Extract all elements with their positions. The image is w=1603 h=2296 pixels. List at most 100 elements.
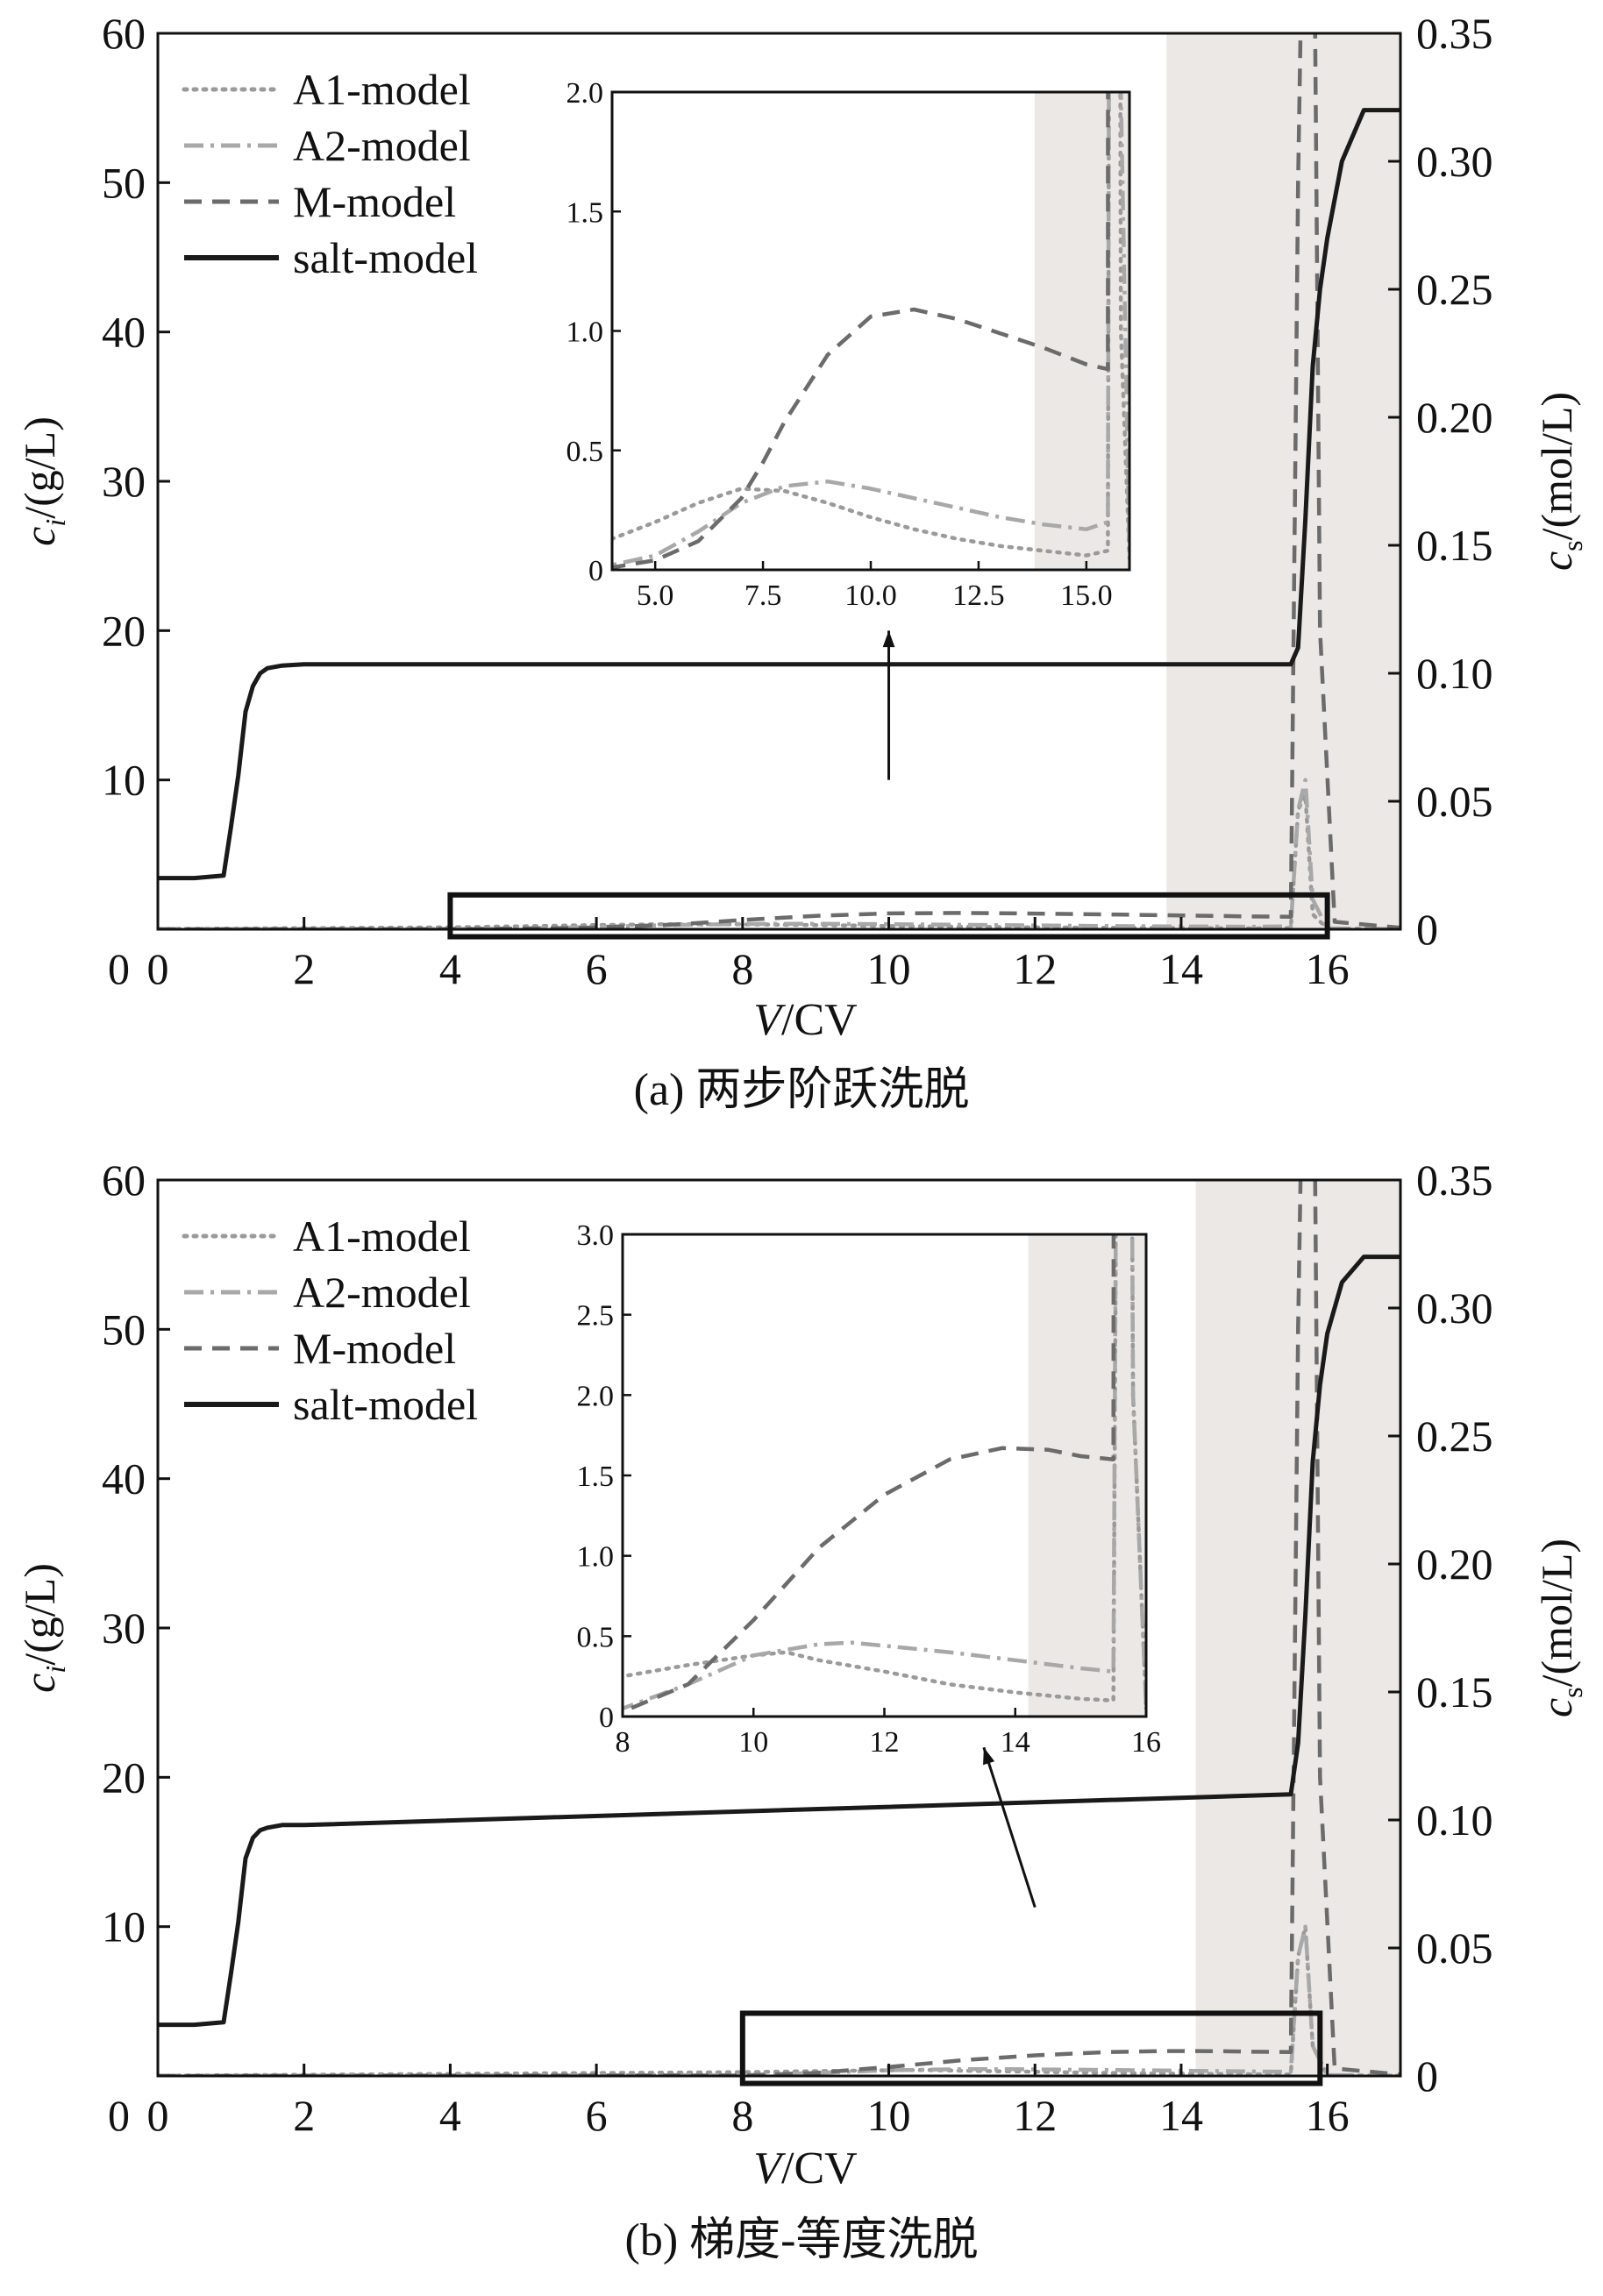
inset: 5.0 7.5 10.0 12.5 15.0 0 0.5 1.0 1.5 2.0: [566, 77, 1131, 612]
y-label-left-part: i: [39, 1666, 71, 1674]
inset-y-tick-label: 2.5: [577, 1300, 615, 1333]
y-tick-label-right: 0.30: [1416, 137, 1493, 186]
y-tick-label-left: 10: [102, 1902, 146, 1951]
inset-y-tick-label: 1.0: [577, 1541, 615, 1574]
y-label-left-part: i: [39, 519, 71, 527]
inset: 8 10 12 14 16 0 0.5 1.0 1.5 2.0 2.5 3.0: [577, 1219, 1162, 1759]
inset-y-tick-label: 0: [588, 555, 603, 587]
inset-y-tick-label: 3.0: [577, 1219, 615, 1252]
x-tick-label: 6: [586, 944, 608, 993]
series-salt-model: [158, 1255, 1400, 2028]
x-tick-label: 16: [1306, 944, 1350, 993]
legend-label: M-model: [293, 1324, 456, 1373]
x-tick-label: 0: [147, 2091, 169, 2140]
legend-label: A2-model: [293, 121, 471, 170]
y-tick-label-left: 0: [108, 2091, 130, 2140]
inset-x-tick-label: 8: [616, 1726, 631, 1759]
inset-y-tick-label: 1.5: [566, 196, 604, 229]
x-tick-label: 4: [439, 944, 461, 993]
arrow-head: [983, 1747, 995, 1766]
inset-series-A1-model: [623, 1234, 1146, 1711]
inset-shaded-region: [1028, 1234, 1146, 1717]
legend-label: salt-model: [293, 1380, 478, 1429]
y-tick-label-right: 0.05: [1416, 1923, 1493, 1973]
y-tick-label-left: 30: [102, 1603, 146, 1653]
x-axis-label: V/CV: [753, 995, 857, 1045]
y-tick-label-left: 60: [102, 1155, 146, 1205]
inset-y-tick-label: 0.5: [566, 436, 604, 468]
y-tick-label-right: 0.15: [1416, 1667, 1493, 1717]
y-tick-label-right: 0.35: [1416, 1155, 1493, 1205]
y-label-left-part: /(g/L): [15, 1563, 64, 1666]
legend-label: A1-model: [293, 1212, 471, 1261]
panel-caption: (a) 两步阶跃洗脱: [634, 1065, 970, 1115]
y-label-right-part: /(mol/L): [1532, 392, 1581, 540]
y-tick-label-left: 40: [102, 308, 146, 357]
inset-series-A2-model: [623, 1234, 1146, 1711]
y-label-right-part: c: [1532, 1698, 1581, 1717]
y-tick-label-left: 50: [102, 1304, 146, 1354]
x-tick-label: 4: [439, 2091, 461, 2140]
inset-series-M-model: [612, 92, 1110, 570]
x-label-unit: /CV: [781, 995, 858, 1045]
y-tick-label-right: 0.25: [1416, 265, 1493, 314]
legend-label: M-model: [293, 177, 456, 226]
legend-label: A1-model: [293, 65, 471, 114]
legend: A1-model A2-model M-model salt-model: [182, 65, 478, 282]
inset-x-tick-label: 15.0: [1060, 579, 1113, 612]
y-tick-label-right: 0.10: [1416, 1795, 1493, 1845]
inset-shaded-region: [1034, 92, 1129, 570]
arrow-head: [882, 630, 895, 648]
legend: A1-model A2-model M-model salt-model: [182, 1212, 478, 1429]
y-tick-label-right: 0: [1416, 905, 1438, 954]
inset-x-tick-label: 12: [870, 1726, 900, 1759]
y-tick-label-right: 0.15: [1416, 521, 1493, 570]
y-tick-label-right: 0: [1416, 2051, 1438, 2101]
inset-series-A2-model: [612, 92, 1129, 567]
inset-x-tick-label: 14: [1001, 1726, 1030, 1759]
inset-x-tick-label: 10.0: [844, 579, 897, 612]
y-tick-label-right: 0.35: [1416, 9, 1493, 58]
panel-b: 0 2 4 6 8 10 12 14 16 0 10 20 30 40 50 60 0 0.05 0.10 0.15 0…: [15, 1155, 1588, 2265]
x-tick-label: 8: [731, 944, 753, 993]
y-tick-label-left: 40: [102, 1454, 146, 1503]
series-A2-model: [158, 778, 1400, 929]
y-tick-label-right: 0.05: [1416, 777, 1493, 826]
legend-label: A2-model: [293, 1268, 471, 1317]
series-A2-model: [158, 1924, 1400, 2076]
y-tick-label-right: 0.20: [1416, 1539, 1493, 1589]
inset-y-tick-label: 0: [599, 1702, 614, 1734]
y-tick-label-left: 0: [108, 944, 130, 993]
y-tick-label-right: 0.25: [1416, 1411, 1493, 1461]
inset-x-tick-label: 12.5: [952, 579, 1005, 612]
y-label-right-part: c: [1532, 551, 1581, 571]
y-label-left-part: c: [15, 1674, 64, 1693]
x-tick-label: 14: [1159, 944, 1203, 993]
y-label-left-part: /(g/L): [15, 416, 64, 519]
x-tick-label: 0: [147, 944, 169, 993]
y-tick-label-left: 20: [102, 1752, 146, 1802]
zoom-box: [739, 2010, 1323, 2086]
y-label-right-part: /(mol/L): [1532, 1539, 1581, 1687]
x-tick-label: 12: [1013, 944, 1057, 993]
inset-y-tick-label: 2.0: [566, 77, 604, 110]
y-label-right-part: s: [1557, 1687, 1588, 1697]
x-tick-label: 16: [1306, 2091, 1350, 2140]
panel-a: 0 2 4 6 8 10 12 14 16 0 10 20 30 40 50 60 0 0.05 0.10 0.15 0…: [15, 9, 1588, 1115]
x-label-unit: /CV: [781, 2143, 858, 2193]
inset-x-tick-label: 7.5: [745, 579, 782, 612]
legend-label: salt-model: [293, 233, 478, 282]
y-axis-label-right: cs/(mol/L): [1532, 1539, 1588, 1717]
panel-caption: (b) 梯度-等度洗脱: [625, 2215, 979, 2265]
x-tick-label: 10: [867, 944, 911, 993]
y-axis-label-right: cs/(mol/L): [1532, 392, 1588, 571]
y-tick-label-left: 20: [102, 606, 146, 655]
y-tick-label-right: 0.20: [1416, 393, 1493, 442]
x-label-v: V: [753, 995, 786, 1045]
x-tick-label: 14: [1159, 2091, 1203, 2140]
y-tick-label-left: 50: [102, 158, 146, 207]
y-tick-label-right: 0.30: [1416, 1283, 1493, 1333]
series-salt-model: [158, 108, 1400, 881]
arrow-line: [982, 1746, 1037, 1908]
